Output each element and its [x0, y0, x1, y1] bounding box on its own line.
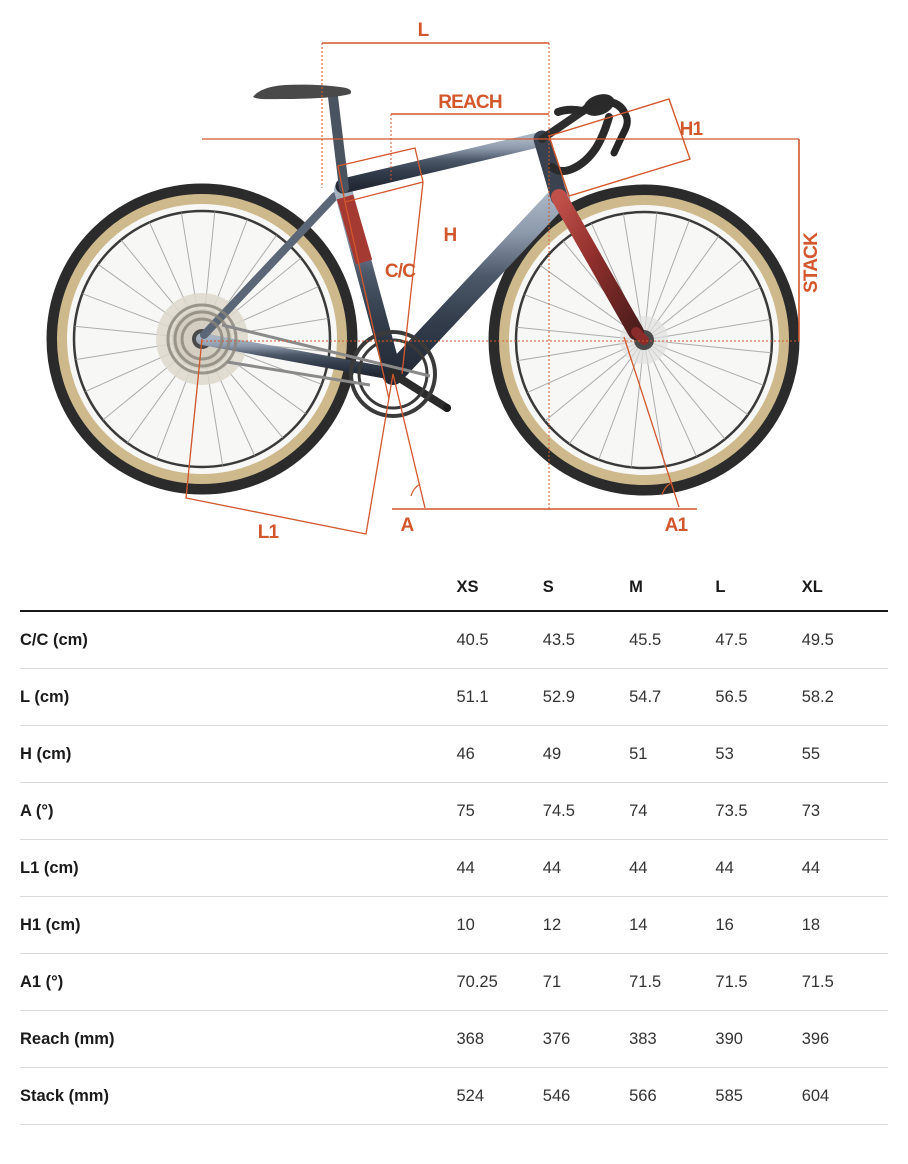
svg-text:H: H: [444, 225, 457, 246]
svg-text:L1: L1: [258, 522, 280, 543]
svg-text:H1: H1: [680, 119, 704, 140]
svg-text:L: L: [418, 20, 430, 41]
svg-text:A: A: [401, 515, 415, 536]
svg-text:C/C: C/C: [385, 261, 416, 282]
svg-text:REACH: REACH: [438, 92, 502, 113]
svg-text:STACK: STACK: [801, 232, 822, 293]
svg-text:A1: A1: [665, 515, 689, 536]
